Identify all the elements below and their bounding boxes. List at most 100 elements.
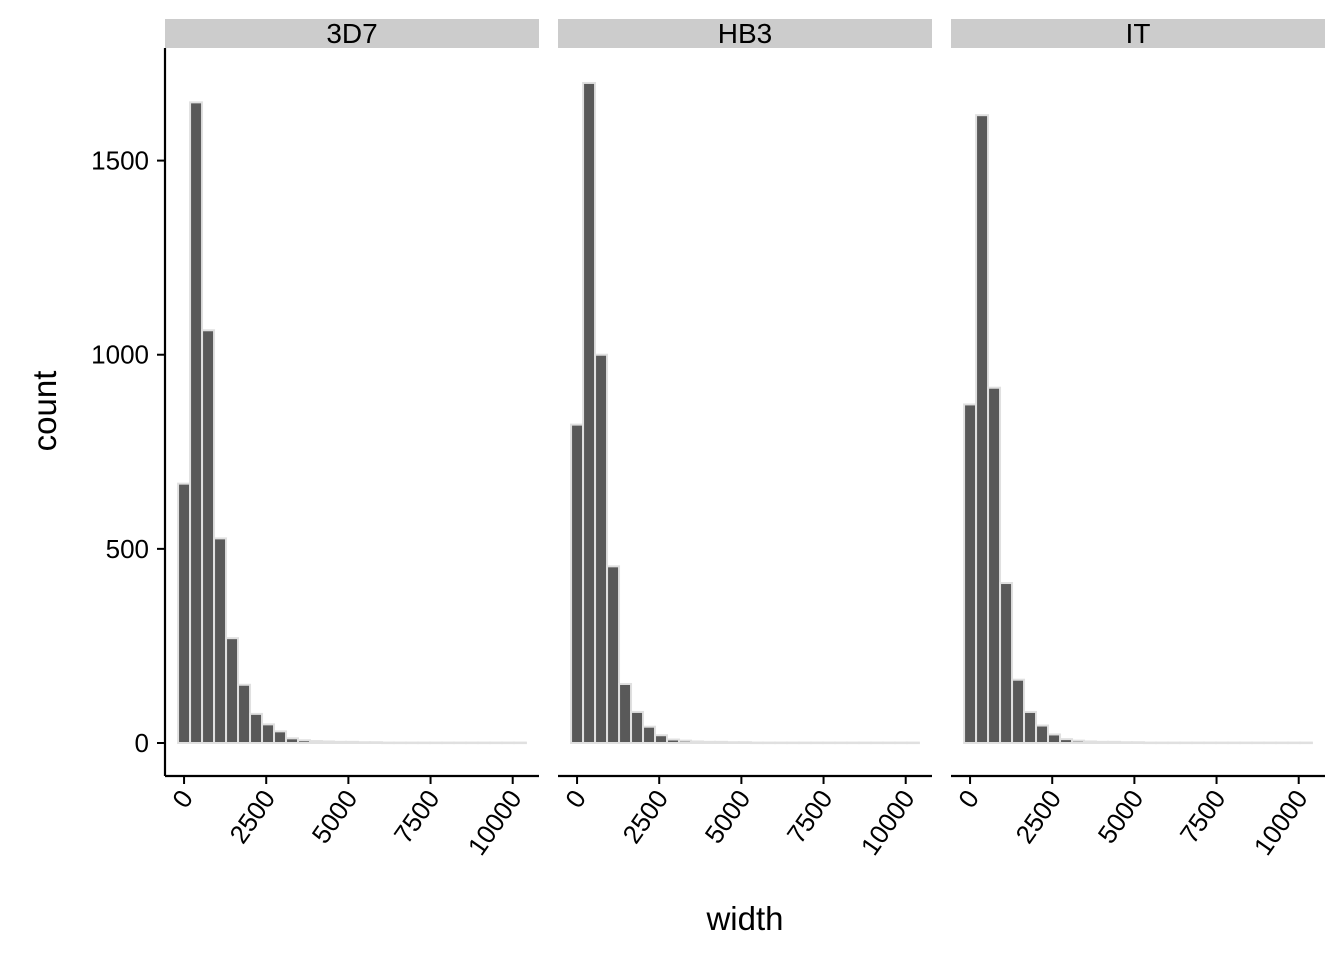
y-tick-label: 1000 [91,340,149,370]
histogram-bar [1202,741,1217,745]
x-tick-label: 7500 [388,784,446,849]
histogram-bar [512,741,527,745]
histogram-bar [666,738,681,744]
histogram-bar [333,740,348,744]
histogram-bar [177,482,192,744]
histogram-bar [1166,741,1181,745]
histogram-bar [1011,678,1026,744]
y-tick-label: 0 [135,728,149,758]
x-tick-label: 7500 [781,784,839,849]
histogram-bar [1214,741,1229,745]
histogram-bar [857,741,872,745]
x-tick-label: 5000 [1092,784,1150,849]
facet-strip [165,19,539,48]
histogram-bar [726,741,741,744]
histogram-bar [1083,740,1098,744]
facet-strip [558,19,932,48]
x-tick-label: 2500 [223,784,281,849]
x-tick-label: 10000 [1248,784,1314,860]
histogram-bar [261,723,276,744]
histogram-bar [285,737,300,744]
histogram-bar [428,741,443,745]
histogram-bar [833,741,848,745]
x-tick-label: 5000 [699,784,757,849]
facet-panels: 3D7 0 2500 5000 7500 10000 HB3 0 2500 5000 7500 100… [165,18,1325,861]
histogram-bar [416,741,431,745]
histogram-bar [987,386,1002,744]
x-tick-label: 7500 [1174,784,1232,849]
histogram-bar [690,740,705,744]
facet-strip [951,19,1325,48]
histogram-bar [570,423,585,744]
y-tick-label: 1500 [91,146,149,176]
histogram-bar [606,565,621,744]
histogram-bar [1107,740,1122,744]
histogram-bar [821,741,836,745]
histogram-bar [785,741,800,745]
histogram-bar [1023,710,1038,744]
histogram-bar [809,741,824,745]
facet-panel-3d7: 3D7 0 2500 5000 7500 10000 [165,18,539,861]
histogram-bar [476,741,491,745]
x-tick-label: 5000 [306,784,364,849]
histogram-bar [714,740,729,744]
histogram-bar [1286,741,1301,745]
facet-strip-label: 3D7 [326,18,377,49]
histogram-bar [618,682,633,744]
x-tick-label: 0 [559,784,592,813]
histogram-bar [963,403,978,744]
facet-strip-label: HB3 [718,18,772,49]
histogram-bar [893,741,908,745]
facet-panel-hb3: HB3 0 2500 5000 7500 10000 [558,18,932,861]
histogram-bar [1262,741,1277,745]
x-tick-label: 2500 [616,784,674,849]
histogram-bar [642,725,657,744]
y-tick-label: 500 [106,534,149,564]
histogram-bar [1274,741,1289,745]
histogram-bar [404,741,419,745]
histogram-bar [869,741,884,745]
histogram-bar [488,741,503,745]
x-axis-title: width [705,900,783,937]
histogram-bar [440,741,455,745]
histogram-bar [1095,740,1110,744]
histogram-bar [594,353,609,744]
histogram-bar [1226,741,1241,745]
histogram-bar [749,741,764,745]
histogram-bar [321,740,336,744]
histogram-bar [309,740,324,744]
histogram-bar [1238,741,1253,745]
histogram-bar [845,741,860,745]
histogram-bar [500,741,515,745]
histogram-bar [213,537,228,744]
histogram-bar [1059,738,1074,744]
histogram-bar [905,741,920,745]
histogram-bar [1131,741,1145,744]
histogram-bar [630,710,645,744]
histogram-bar [999,582,1014,744]
x-tick-label: 0 [166,784,199,813]
histogram-bar [368,741,383,744]
histogram-bar [1178,741,1193,745]
histogram-bar [249,712,264,744]
histogram-bar [1250,741,1265,745]
histogram-bar [392,741,407,745]
histogram-bar [654,734,669,744]
histogram-bar [678,739,693,744]
y-axis: 0 500 1000 1500 [91,48,167,776]
histogram-bar [273,730,288,744]
histogram-bar [773,741,788,745]
facet-strip-label: IT [1126,18,1151,49]
histogram-bar [582,81,597,744]
histogram-bar [1298,741,1313,745]
histogram-bar [1071,739,1086,744]
histogram-bar [738,741,752,744]
histogram-bar [297,739,312,744]
histogram-bar [1154,741,1169,745]
histogram-bar [1190,741,1205,745]
histogram-bar [1119,741,1134,744]
histogram-bar [237,683,252,744]
histogram-bar [702,740,717,744]
x-tick-label: 10000 [855,784,921,860]
